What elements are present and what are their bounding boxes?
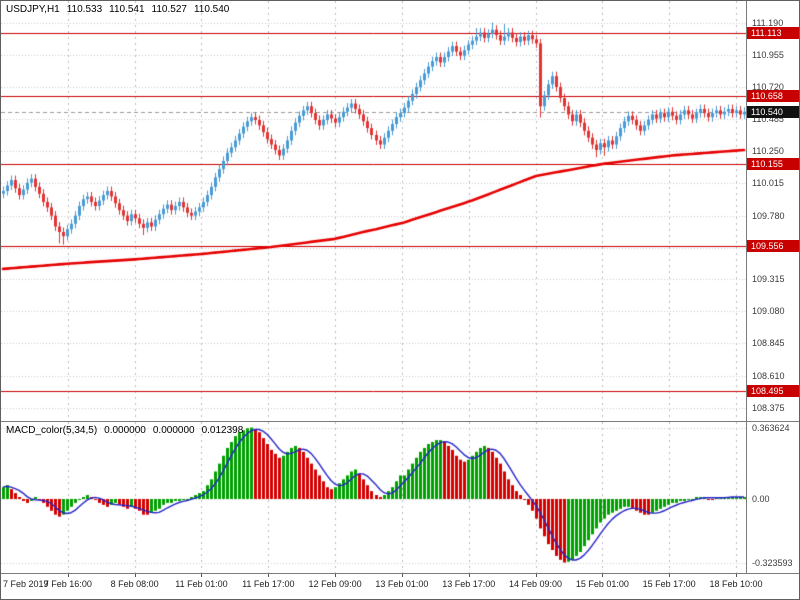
time-axis-tick xyxy=(602,573,603,577)
time-axis-tick xyxy=(736,573,737,577)
price-axis-label: 108.610 xyxy=(752,370,785,381)
macd-axis-label: 0.363624 xyxy=(752,422,790,433)
price-axis-label: 110.015 xyxy=(752,178,784,189)
price-axis-label: 110.955 xyxy=(752,49,784,60)
time-axis-tick xyxy=(402,573,403,577)
quote-open: 110.533 xyxy=(66,4,103,15)
time-axis-label: 7 Feb 2019 xyxy=(3,579,49,589)
current-price-badge: 110.540 xyxy=(747,105,799,118)
time-axis-tick xyxy=(669,573,670,577)
price-level-badge: 108.495 xyxy=(747,385,799,398)
time-axis-label: 15 Feb 17:00 xyxy=(642,579,696,589)
macd-name-label: MACD_color(5,34,5) xyxy=(6,425,98,436)
price-axis-label: 109.780 xyxy=(752,210,785,221)
price-level-badge: 111.113 xyxy=(747,27,799,40)
price-axis-label: 111.190 xyxy=(752,17,784,28)
macd-axis[interactable]: 0.363624 0.00 -0.323593 xyxy=(746,422,799,573)
price-level-badge: 110.658 xyxy=(747,89,799,102)
quote-high: 110.541 xyxy=(109,4,145,15)
time-axis-label: 11 Feb 17:00 xyxy=(242,579,295,589)
macd-value-3: 0.012398 xyxy=(201,425,244,436)
time-axis-label: 8 Feb 08:00 xyxy=(110,579,159,589)
main-price-chart[interactable] xyxy=(1,1,746,422)
price-level-badge: 110.155 xyxy=(747,158,799,171)
time-axis-tick xyxy=(536,573,537,577)
time-axis-label: 13 Feb 17:00 xyxy=(442,579,496,589)
macd-header: MACD_color(5,34,5) 0.000000 0.000000 0.0123… xyxy=(6,425,243,436)
time-axis-tick xyxy=(201,573,202,577)
price-axis[interactable]: 111.190 110.955 110.720 110.485 110.250 110.0… xyxy=(746,1,799,421)
time-axis-separator xyxy=(1,573,799,574)
time-axis-label: 11 Feb 01:00 xyxy=(175,579,228,589)
price-axis-label: 109.315 xyxy=(752,274,785,285)
price-axis-label: 108.375 xyxy=(752,402,785,413)
price-axis-label: 110.485 xyxy=(752,114,784,125)
symbol-timeframe-label: USDJPY,H1 xyxy=(6,4,60,15)
time-axis-label: 14 Feb 09:00 xyxy=(509,579,563,589)
macd-axis-label: -0.323593 xyxy=(752,557,793,568)
chart-header: USDJPY,H1 110.533 110.541 110.527 110.540 xyxy=(6,4,229,15)
price-axis-label: 110.720 xyxy=(752,82,784,93)
macd-value-1: 0.000000 xyxy=(104,425,146,436)
quote-low: 110.527 xyxy=(151,4,187,15)
price-axis-label: 110.250 xyxy=(752,146,784,157)
time-axis-tick xyxy=(335,573,336,577)
time-axis[interactable]: 7 Feb 2019 7 Feb 16:00 8 Feb 08:00 11 Feb 0… xyxy=(1,573,799,599)
macd-indicator-chart[interactable] xyxy=(1,422,746,573)
time-axis-label: 18 Feb 10:00 xyxy=(709,579,763,589)
time-axis-tick xyxy=(469,573,470,577)
time-axis-tick xyxy=(68,573,69,577)
time-axis-label: 7 Feb 16:00 xyxy=(43,579,92,589)
macd-axis-label: 0.00 xyxy=(752,493,770,504)
quote-close: 110.540 xyxy=(193,4,230,15)
time-axis-tick xyxy=(268,573,269,577)
macd-value-2: 0.000000 xyxy=(152,425,195,436)
price-level-badge: 109.556 xyxy=(747,240,799,253)
time-axis-label: 15 Feb 01:00 xyxy=(575,579,629,589)
price-axis-label: 108.845 xyxy=(752,338,785,349)
pane-separator[interactable] xyxy=(1,421,799,422)
time-axis-label: 13 Feb 01:00 xyxy=(375,579,429,589)
price-axis-label: 109.080 xyxy=(752,306,785,317)
time-axis-label: 12 Feb 09:00 xyxy=(308,579,362,589)
time-axis-tick xyxy=(135,573,136,577)
